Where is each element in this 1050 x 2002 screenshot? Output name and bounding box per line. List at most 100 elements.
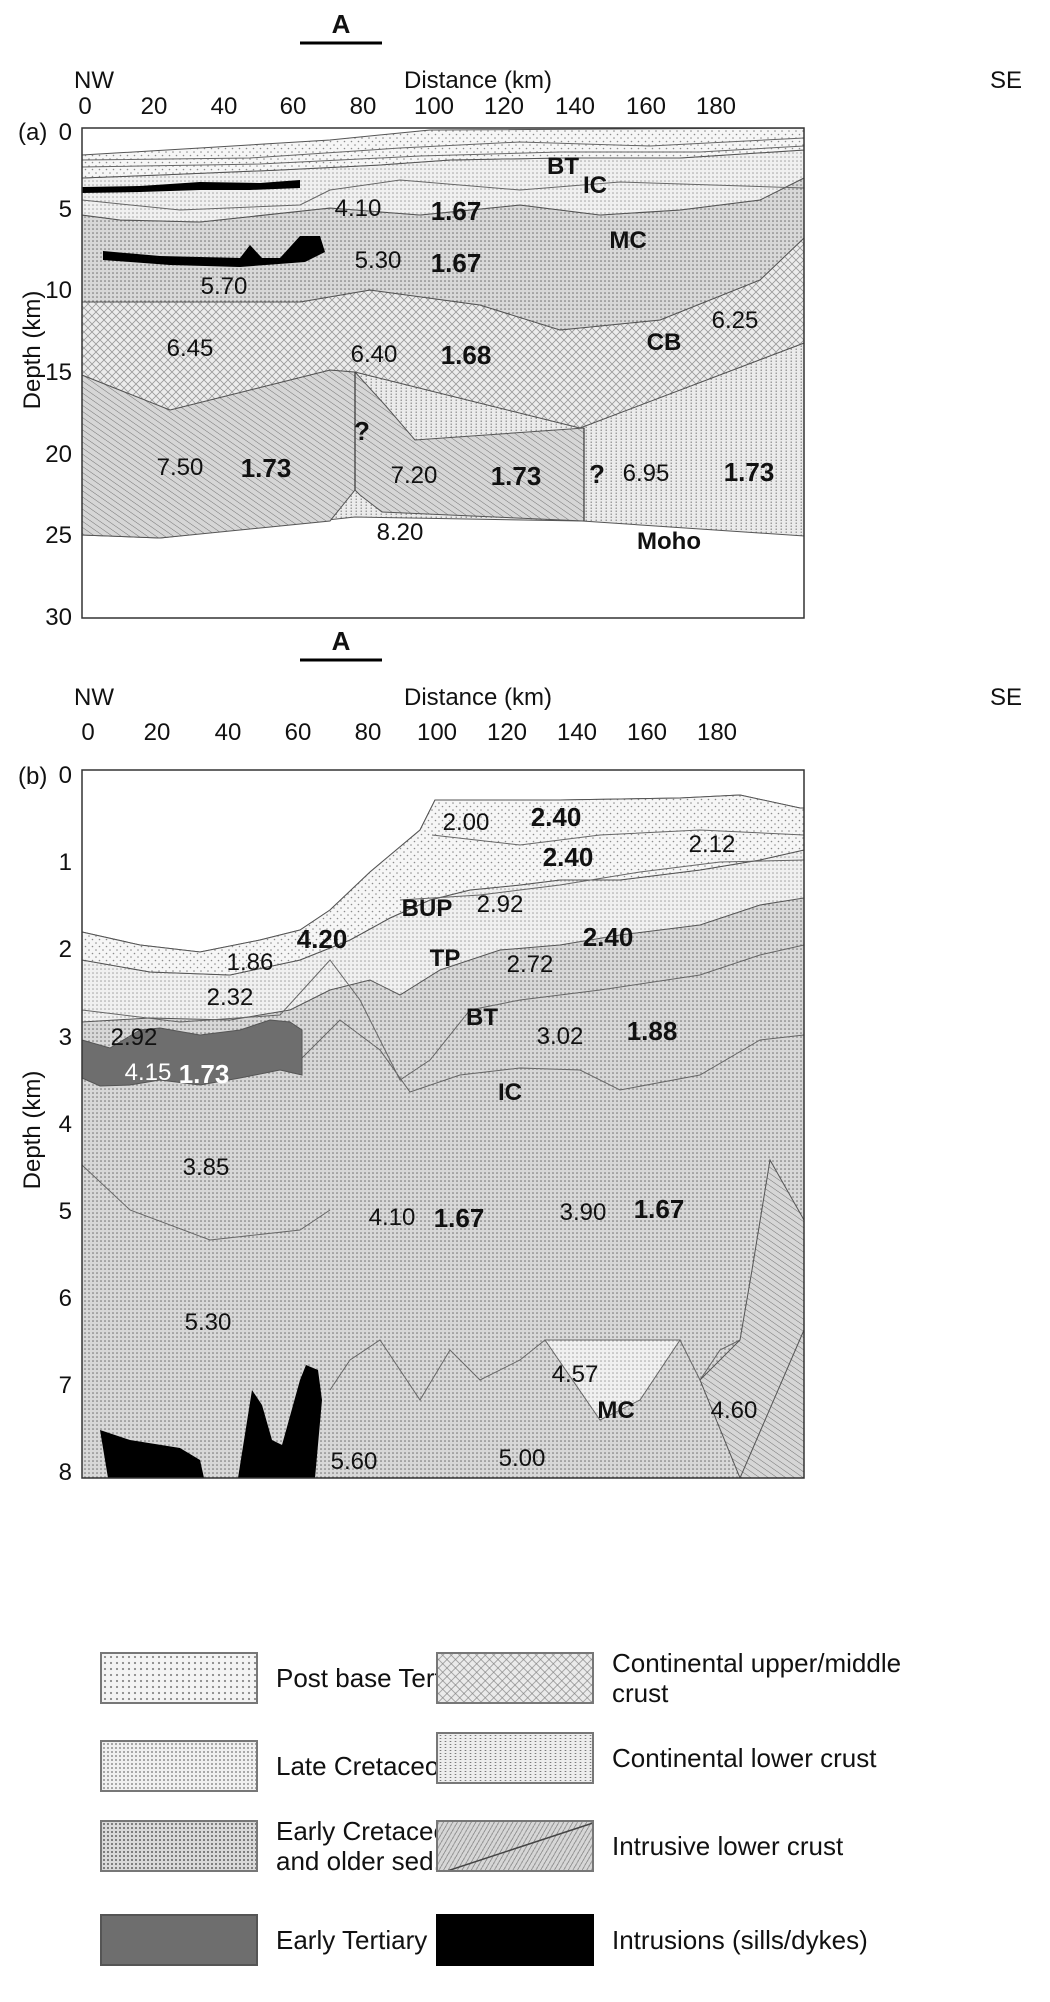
legend-label: Continental lower crust [612, 1743, 877, 1773]
x-tick-label: 180 [696, 93, 736, 120]
se-label: SE [990, 684, 1022, 711]
velocity-label: 6.40 [351, 341, 398, 368]
layer-label-mc: MC [609, 227, 646, 254]
x-tick-label: 40 [211, 93, 238, 120]
bt-horizon [81, 944, 805, 1081]
legend-label: Continental upper/middle crust [612, 1648, 902, 1708]
x-tick-label: 80 [350, 93, 377, 120]
y-tick-label: 5 [59, 1198, 72, 1225]
density-label: 1.73 [179, 1059, 230, 1089]
y-axis-title: Depth (km) [19, 1071, 46, 1190]
density-label: 1.73 [241, 453, 292, 483]
ic-horizon [81, 145, 805, 168]
legend-swatch [436, 1732, 594, 1784]
x-tick-label: 80 [355, 719, 382, 746]
x-tick-label: 40 [215, 719, 242, 746]
uncertain-boundary-mark: ? [354, 416, 370, 446]
panel-a: A NW SE Distance (km) 0 20 40 60 80 100 … [18, 9, 1022, 631]
velocity-label: 1.86 [227, 949, 274, 976]
velocity-label: 5.30 [185, 1309, 232, 1336]
legend-label: Intrusive lower crust [612, 1831, 844, 1861]
intrusion-sill-lower [103, 236, 325, 267]
y-axis-title: Depth (km) [19, 291, 46, 410]
bt-horizon [81, 137, 805, 161]
x-tick-label: 100 [417, 719, 457, 746]
x-tick-label: 180 [697, 719, 737, 746]
y-tick-label: 25 [45, 522, 72, 549]
panel-label: (b) [18, 763, 47, 790]
intrusive-boundary [739, 1329, 805, 1479]
legend-label: Intrusions (sills/dykes) [612, 1925, 868, 1955]
density-label: 2.40 [583, 922, 634, 952]
density-label: 1.73 [724, 457, 775, 487]
legend-swatch [436, 1652, 594, 1704]
legend-item-intrusive-lower-crust: Intrusive lower crust [436, 1818, 843, 1874]
legend-swatch [100, 1652, 258, 1704]
velocity-label: 3.85 [183, 1154, 230, 1181]
plot-frame [81, 769, 805, 1479]
velocity-label: 5.00 [499, 1445, 546, 1472]
legend-item-intrusions: Intrusions (sills/dykes) [436, 1912, 868, 1968]
x-tick-label: 0 [81, 719, 94, 746]
y-tick-label: 0 [59, 762, 72, 789]
y-tick-label: 7 [59, 1372, 72, 1399]
section-marker: A [332, 626, 351, 656]
legend-swatch [100, 1820, 258, 1872]
velocity-label: 2.00 [443, 809, 490, 836]
velocity-label: 5.60 [331, 1448, 378, 1475]
x-axis-title: Distance (km) [404, 684, 552, 711]
section-marker: A [332, 9, 351, 39]
x-tick-label: 140 [555, 93, 595, 120]
legend-item-early-cretaceous: Early Cretaceous and older sed. [100, 1816, 475, 1876]
velocity-label: 6.45 [167, 335, 214, 362]
layer-label-bt: BT [547, 153, 579, 180]
y-tick-label: 5 [59, 196, 72, 223]
x-tick-label: 0 [78, 93, 91, 120]
y-tick-label: 8 [59, 1459, 72, 1486]
y-tick-label: 1 [59, 849, 72, 876]
x-tick-labels: 0 20 40 60 80 100 120 140 160 180 [78, 93, 736, 120]
density-label: 1.73 [491, 461, 542, 491]
layer-label-bt: BT [466, 1004, 498, 1031]
velocity-label: 7.50 [157, 454, 204, 481]
base-sediment-horizon [81, 179, 805, 211]
layer-label-cb: CB [647, 329, 682, 356]
panel-b: A NW SE Distance (km) 0 20 40 60 80 100 … [18, 626, 1022, 1486]
layer-label-mc: MC [597, 1397, 634, 1424]
density-label: 1.68 [441, 340, 492, 370]
bup-horizon [431, 829, 805, 846]
velocity-label: 7.20 [391, 462, 438, 489]
velocity-label: 3.90 [560, 1199, 607, 1226]
x-axis-title: Distance (km) [404, 67, 552, 94]
density-label: 2.40 [543, 842, 594, 872]
velocity-label: 2.12 [689, 831, 736, 858]
legend-swatch [436, 1914, 594, 1966]
base-horizon-nw [81, 1164, 331, 1241]
velocity-label: 2.92 [111, 1024, 158, 1051]
y-tick-label: 10 [45, 277, 72, 304]
velocity-label: 4.10 [369, 1204, 416, 1231]
y-tick-labels: 0 1 2 3 4 5 6 7 8 [59, 762, 72, 1486]
y-tick-label: 0 [59, 119, 72, 146]
intrusion-dykes [238, 1365, 322, 1478]
figure-canvas: A NW SE Distance (km) 0 20 40 60 80 100 … [18, 9, 1022, 1486]
x-tick-label: 140 [557, 719, 597, 746]
y-tick-label: 6 [59, 1285, 72, 1312]
layer-label-bup: BUP [402, 895, 453, 922]
layer-label-moho: Moho [637, 528, 701, 555]
legend-swatch [100, 1740, 258, 1792]
layer-label-ic: IC [583, 172, 607, 199]
x-tick-label: 60 [285, 719, 312, 746]
layer-label-ic: IC [498, 1079, 522, 1106]
x-tick-label: 20 [144, 719, 171, 746]
legend-swatch [436, 1820, 594, 1872]
y-tick-label: 4 [59, 1111, 72, 1138]
velocity-label: 2.92 [477, 891, 524, 918]
y-tick-label: 3 [59, 1024, 72, 1051]
density-label: 1.67 [431, 248, 482, 278]
velocity-label: 3.02 [537, 1023, 584, 1050]
mc-inner-block [544, 1339, 681, 1421]
legend-item-upper-crust: Continental upper/middle crust [436, 1648, 902, 1708]
x-tick-label: 100 [414, 93, 454, 120]
velocity-label: 6.95 [623, 460, 670, 487]
